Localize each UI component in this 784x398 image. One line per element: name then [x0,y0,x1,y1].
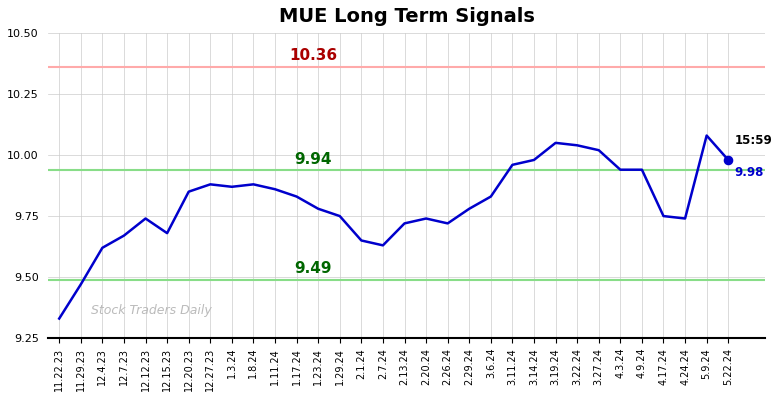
Point [722,157,735,163]
Text: 9.49: 9.49 [295,261,332,276]
Text: 9.98: 9.98 [735,166,764,179]
Text: 9.94: 9.94 [295,152,332,166]
Text: Stock Traders Daily: Stock Traders Daily [92,304,212,317]
Text: 15:59: 15:59 [735,133,772,146]
Title: MUE Long Term Signals: MUE Long Term Signals [279,7,535,26]
Text: 10.36: 10.36 [289,48,337,63]
